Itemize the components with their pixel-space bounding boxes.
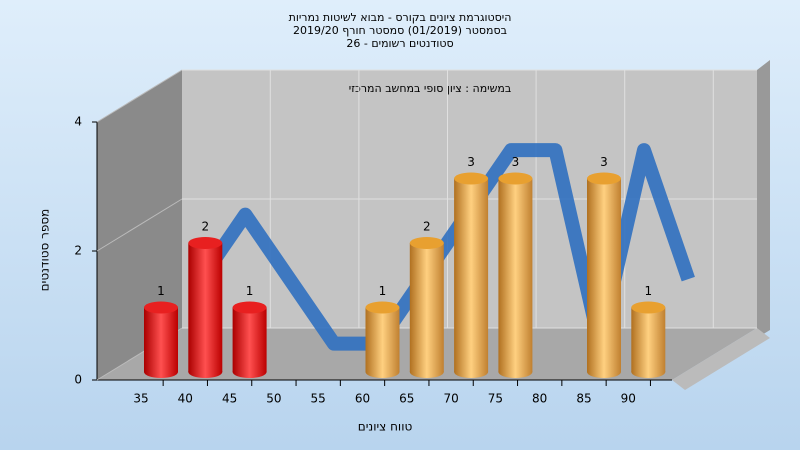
- y-tick-label: 2: [74, 244, 82, 258]
- bar-base: [631, 366, 666, 378]
- bar-base: [498, 366, 533, 378]
- bar-body: [144, 307, 178, 372]
- bar: [409, 237, 444, 378]
- bar-base: [144, 366, 178, 378]
- bar-base: [365, 366, 400, 378]
- data-label: 1: [246, 284, 254, 298]
- data-label: 1: [157, 284, 165, 298]
- wall-edge: [757, 60, 770, 338]
- bar-top: [631, 301, 666, 314]
- x-tick-label: 35: [133, 392, 148, 406]
- x-tick-label: 60: [355, 392, 370, 406]
- x-tick-label: 70: [443, 392, 458, 406]
- data-label: 3: [467, 155, 475, 169]
- bar-top: [144, 301, 178, 314]
- bar-base: [587, 366, 621, 378]
- bar-body: [631, 307, 666, 372]
- bar-top: [498, 172, 533, 185]
- bar-top: [409, 237, 444, 249]
- y-tick-label: 4: [74, 115, 82, 129]
- bar-top: [587, 172, 621, 185]
- bar-body: [188, 243, 223, 372]
- bar: [365, 301, 400, 378]
- x-axis-label: טווח ציונים: [358, 420, 413, 434]
- x-tick-label: 50: [266, 392, 281, 406]
- x-tick-label: 65: [399, 392, 414, 406]
- data-label: 1: [644, 284, 652, 298]
- bar-top: [365, 301, 400, 314]
- bar: [498, 172, 533, 378]
- bar-top: [232, 301, 267, 314]
- bar: [188, 237, 223, 378]
- x-tick-label: 90: [621, 392, 636, 406]
- bar-base: [188, 366, 223, 378]
- bar: [631, 301, 666, 378]
- bar: [587, 172, 621, 378]
- x-tick-label: 85: [576, 392, 591, 406]
- y-tick-label: 0: [74, 373, 82, 387]
- chart-title: היסטוגרמת ציונים בקורס - מבוא לשיטות נמר…: [289, 11, 512, 24]
- bar-base: [409, 366, 444, 378]
- bar-top: [188, 237, 223, 249]
- x-tick-label: 45: [222, 392, 237, 406]
- bar-body: [498, 178, 533, 372]
- chart-title: בסמסטר (01/2019) סמסטר חורף 2019/20: [293, 24, 507, 37]
- bar: [144, 301, 178, 378]
- data-label: 3: [512, 155, 520, 169]
- bar: [454, 172, 489, 378]
- x-tick-label: 40: [178, 392, 193, 406]
- grid-line: [96, 69, 183, 123]
- data-label: 3: [600, 155, 608, 169]
- floor-edge: [672, 328, 770, 390]
- bar-top: [454, 172, 489, 185]
- bar-base: [232, 366, 267, 378]
- x-tick-label: 80: [532, 392, 547, 406]
- data-label: 2: [423, 220, 431, 234]
- x-tick-label: 55: [311, 392, 326, 406]
- data-label: 1: [379, 284, 387, 298]
- bar-body: [232, 307, 267, 372]
- grid-line: [96, 198, 183, 252]
- bar-body: [365, 307, 400, 372]
- y-axis-label: מספר סטודנטים: [38, 209, 52, 292]
- chart-title: סטודנטים רשומים - 26: [346, 37, 453, 50]
- bar-body: [454, 178, 489, 372]
- bar-base: [454, 366, 489, 378]
- bar: [232, 301, 267, 378]
- bar-body: [409, 243, 444, 372]
- bar-body: [587, 178, 621, 372]
- subtitle: במשימה : ציון סופי במחשב המרכזי: [349, 82, 512, 95]
- x-tick-label: 75: [488, 392, 503, 406]
- data-label: 2: [201, 220, 209, 234]
